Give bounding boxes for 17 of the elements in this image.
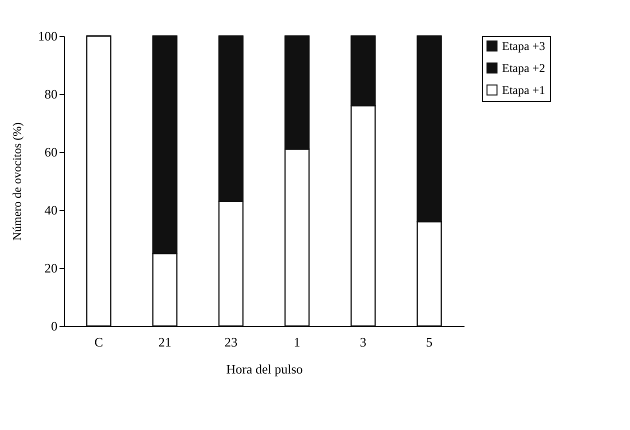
x-tick-label: 5: [426, 334, 433, 350]
legend-label: Etapa +3: [502, 39, 546, 53]
y-tick-label: 20: [44, 260, 58, 276]
y-tick-label: 100: [38, 28, 58, 44]
x-axis-title: Hora del pulso: [226, 362, 303, 376]
x-tick-label: 21: [158, 334, 172, 350]
y-tick-label: 40: [44, 202, 58, 218]
x-tick-label: 1: [294, 334, 300, 350]
y-axis-title: Número de ovocitos (%): [10, 122, 24, 241]
y-tick-label: 60: [44, 144, 58, 160]
x-tick-label: 3: [360, 334, 366, 350]
y-tick-label: 0: [51, 318, 58, 334]
x-tick-label: 23: [224, 334, 238, 350]
x-tick-label: C: [94, 334, 104, 350]
y-tick-label: 80: [44, 86, 58, 102]
legend-label: Etapa +1: [502, 83, 546, 97]
legend-label: Etapa +2: [502, 61, 546, 75]
